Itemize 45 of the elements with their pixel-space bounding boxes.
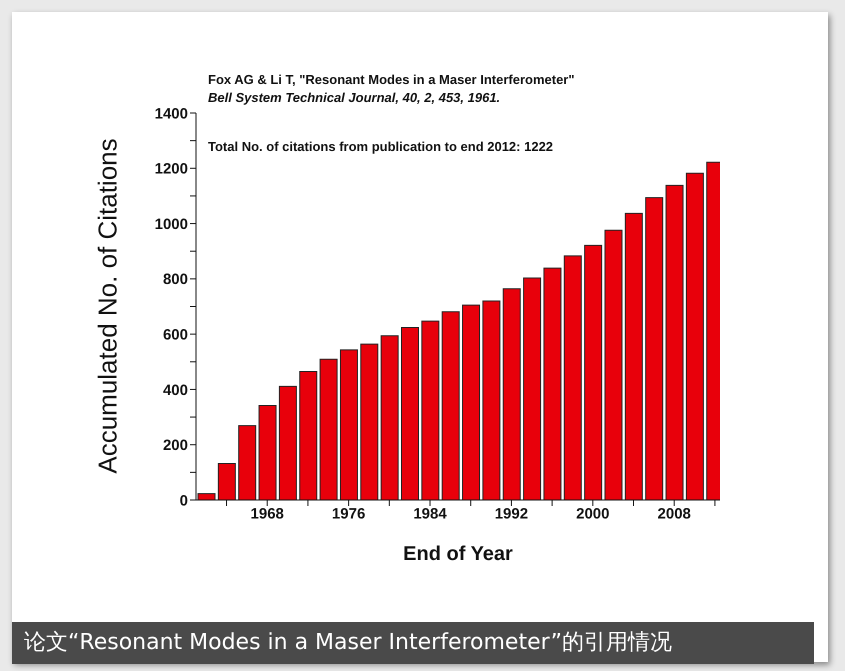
- x-tick-label: 2000: [576, 506, 610, 523]
- bar: [299, 370, 318, 500]
- y-tick-label: 1400: [154, 105, 188, 122]
- bar: [645, 197, 664, 500]
- chart-subtitle: Bell System Technical Journal, 40, 2, 453, 1961.: [208, 89, 502, 107]
- bar: [278, 386, 297, 500]
- chart-title: Fox AG & Li T, "Resonant Modes in a Maser Interferometer": [208, 71, 575, 89]
- y-tick-label: 400: [162, 382, 188, 399]
- bar: [543, 268, 562, 500]
- text: 论文“Resonant Modes in a Maser Interferometer”的引用情况: [12, 622, 814, 664]
- x-tick-label: 1968: [250, 506, 284, 523]
- bar: [421, 320, 440, 500]
- x-axis-title: End of Year: [403, 543, 513, 566]
- x-tick-label: 2008: [658, 506, 691, 523]
- y-tick-label: 800: [162, 271, 188, 288]
- y-tick-label: 600: [162, 326, 188, 344]
- bar: [604, 230, 622, 500]
- y-tick-label: 1200: [154, 160, 188, 178]
- bar: [686, 172, 704, 500]
- bar: [400, 327, 419, 500]
- bar: [564, 255, 582, 500]
- y-tick-label: 200: [162, 437, 188, 454]
- x-tick-label: 1984: [413, 506, 448, 523]
- x-tick-label: 1992: [494, 506, 528, 523]
- annotation: Total No. of citations from publication to end 2012: 1222: [208, 139, 554, 154]
- bar: [666, 184, 684, 500]
- bar: [482, 300, 500, 500]
- bar: [584, 244, 602, 500]
- bar: [442, 311, 460, 500]
- bar: [320, 358, 338, 500]
- bar: [523, 278, 542, 500]
- bar: [360, 344, 378, 500]
- bar: [462, 304, 480, 500]
- y-axis-title: Accumulated No. of Citations: [92, 138, 124, 474]
- bar: [340, 349, 358, 500]
- bar: [258, 404, 277, 500]
- bar: [198, 493, 216, 500]
- bar: [218, 463, 236, 500]
- bar: [502, 288, 521, 500]
- bar: [238, 425, 256, 500]
- x-tick-label: 1976: [332, 506, 366, 523]
- bar: [380, 335, 399, 500]
- y-tick-label: 0: [180, 492, 188, 510]
- y-tick-label: 1000: [154, 216, 188, 233]
- bar: [624, 212, 643, 500]
